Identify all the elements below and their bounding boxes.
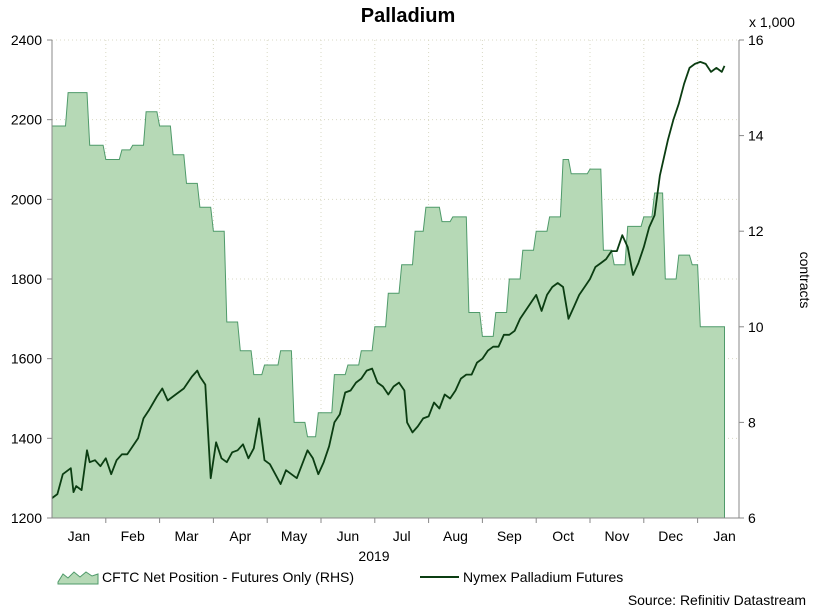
x-tick-label: Apr bbox=[229, 528, 251, 544]
legend-entry-cftc: CFTC Net Position - Futures Only (RHS) bbox=[102, 569, 354, 585]
x-tick-label: Jan bbox=[713, 528, 736, 544]
x-tick-label: Oct bbox=[552, 528, 574, 544]
net-position-area bbox=[51, 92, 725, 519]
legend-area-swatch bbox=[57, 571, 99, 585]
left-tick-label: 1200 bbox=[11, 510, 42, 526]
left-tick-label: 1800 bbox=[11, 271, 42, 287]
price-line-series bbox=[51, 61, 726, 499]
x-tick-label: Sep bbox=[497, 528, 522, 544]
year-label: 2019 bbox=[358, 548, 389, 564]
legend-entry-nymex: Nymex Palladium Futures bbox=[463, 569, 623, 585]
left-tick-label: 2200 bbox=[11, 112, 42, 128]
right-axis-ticks: 6 8 10 12 14 16 bbox=[739, 32, 764, 526]
x-tick-label: Dec bbox=[658, 528, 683, 544]
right-tick-label: 10 bbox=[748, 319, 764, 335]
x-axis-ticks: Jan Feb Mar Apr May Jun Jul Aug Sep Oct Nov Dec Jan bbox=[68, 518, 736, 544]
source-note: Source: Refinitiv Datastream bbox=[628, 592, 806, 607]
x-tick-label: Aug bbox=[443, 528, 468, 544]
chart-title: Palladium bbox=[361, 5, 455, 27]
legend: CFTC Net Position - Futures Only (RHS) N… bbox=[57, 569, 623, 585]
x-tick-label: Feb bbox=[121, 528, 145, 544]
right-axis-unit-note: x 1,000 bbox=[749, 14, 795, 30]
right-tick-label: 14 bbox=[748, 128, 764, 144]
right-tick-label: 6 bbox=[748, 510, 756, 526]
right-tick-label: 8 bbox=[748, 414, 756, 430]
x-tick-label: Mar bbox=[174, 528, 198, 544]
left-tick-label: 1600 bbox=[11, 351, 42, 367]
right-tick-label: 12 bbox=[748, 223, 764, 239]
right-axis-label: contracts bbox=[797, 252, 813, 309]
left-tick-label: 1400 bbox=[11, 430, 42, 446]
left-axis-ticks: 1200 1400 1600 1800 2000 2200 2400 bbox=[11, 32, 52, 526]
net-position-area-series bbox=[51, 92, 725, 519]
x-tick-label: May bbox=[281, 528, 307, 544]
x-tick-label: Jan bbox=[68, 528, 91, 544]
left-tick-label: 2400 bbox=[11, 32, 42, 48]
left-tick-label: 2000 bbox=[11, 191, 42, 207]
right-tick-label: 16 bbox=[748, 32, 764, 48]
x-tick-label: Nov bbox=[604, 528, 629, 544]
x-tick-label: Jul bbox=[393, 528, 411, 544]
palladium-price-line bbox=[51, 61, 726, 499]
x-tick-label: Jun bbox=[337, 528, 360, 544]
